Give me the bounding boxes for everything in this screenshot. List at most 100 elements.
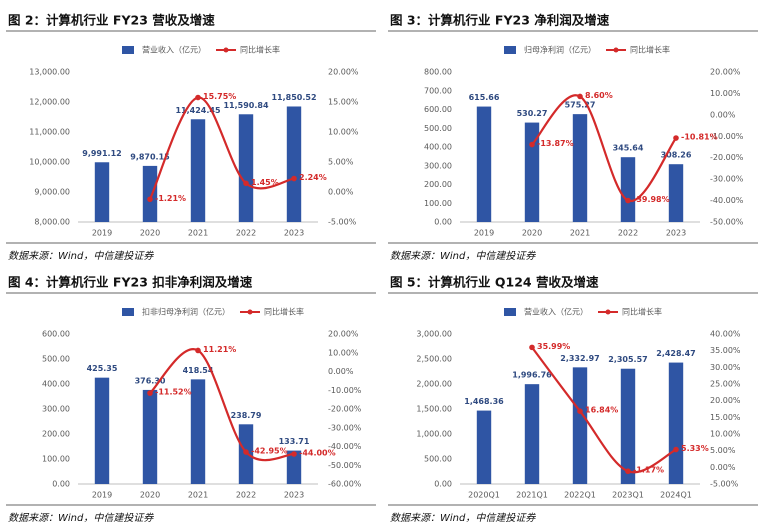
y-tick-label: 500.00 — [424, 455, 452, 464]
growth-point — [147, 196, 153, 203]
growth-point — [577, 93, 583, 100]
chart-title: 图 3：计算机行业 FY23 净利润及增速 — [390, 13, 610, 28]
y2-tick-label: 35.00% — [710, 346, 741, 355]
bar — [286, 450, 302, 484]
bar — [142, 389, 158, 484]
x-tick-label: 2022 — [618, 229, 638, 238]
y-tick-label: 500.00 — [42, 355, 70, 364]
growth-point — [529, 141, 535, 148]
growth-label: -1.21% — [155, 194, 186, 203]
y-tick-label: 2,500.00 — [416, 355, 452, 364]
y2-tick-label: 40.00% — [710, 330, 741, 339]
growth-point — [625, 468, 631, 475]
x-tick-label: 2021 — [570, 229, 590, 238]
x-tick-label: 2023 — [284, 491, 304, 500]
chart-title: 图 4：计算机行业 FY23 扣非净利润及增速 — [8, 275, 253, 290]
legend-swatch — [504, 46, 516, 54]
x-tick-label: 2023 — [284, 229, 304, 238]
bar-label: 9,991.12 — [82, 149, 121, 158]
y2-tick-label: 5.00% — [328, 158, 354, 167]
y2-tick-label: 20.00% — [710, 396, 741, 405]
source: 数据来源：Wind，中信建投证券 — [8, 512, 154, 524]
bar — [668, 362, 684, 484]
bar — [94, 162, 110, 222]
growth-point — [243, 449, 249, 455]
bar — [238, 114, 254, 222]
growth-label: -39.98% — [633, 195, 670, 204]
growth-point — [673, 446, 679, 453]
y2-tick-label: -20.00% — [710, 153, 744, 162]
growth-label: 11.21% — [203, 345, 236, 354]
growth-label: -10.81% — [681, 133, 718, 142]
chart-title: 图 5：计算机行业 Q124 营收及增速 — [390, 275, 599, 290]
x-tick-label: 2021 — [188, 229, 208, 238]
y2-tick-label: -50.00% — [710, 218, 744, 227]
y-tick-label: 0.00 — [434, 480, 452, 489]
y2-tick-label: -10.00% — [710, 132, 744, 141]
y-tick-label: 200.00 — [424, 180, 452, 189]
legend-swatch — [504, 308, 516, 316]
y-tick-label: 12,000.00 — [29, 98, 70, 107]
x-tick-label: 2022Q1 — [564, 491, 596, 500]
bar-label: 530.27 — [517, 109, 548, 118]
y-tick-label: 600.00 — [42, 330, 70, 339]
growth-label: 8.60% — [585, 91, 613, 100]
legend-label: 扣非归母净利润（亿元） — [142, 307, 230, 317]
growth-label: 1.45% — [251, 178, 279, 187]
y2-tick-label: 25.00% — [710, 380, 741, 389]
y2-tick-label: 0.00% — [710, 463, 736, 472]
y2-tick-label: 20.00% — [710, 68, 741, 77]
y-tick-label: 3,000.00 — [416, 330, 452, 339]
x-tick-label: 2020 — [522, 229, 542, 238]
bar-label: 2,428.47 — [656, 349, 695, 358]
bar-label: 1,996.76 — [512, 371, 552, 380]
growth-label: -44.00% — [299, 449, 336, 458]
bar-label: 615.66 — [469, 93, 500, 102]
x-tick-label: 2020 — [140, 229, 160, 238]
bar-label: 238.79 — [231, 411, 262, 420]
y-tick-label: 10,000.00 — [29, 158, 70, 167]
y2-tick-label: 10.00% — [328, 348, 359, 357]
growth-label: 16.84% — [585, 406, 618, 415]
y-tick-label: 500.00 — [424, 124, 452, 133]
growth-label: 5.33% — [681, 444, 709, 453]
growth-label: -13.87% — [537, 139, 574, 148]
bar-label: 11,424.45 — [175, 106, 220, 115]
y2-tick-label: 0.00% — [710, 110, 736, 119]
bar — [668, 164, 684, 222]
y2-tick-label: -40.00% — [328, 442, 362, 451]
x-tick-label: 2019 — [92, 491, 112, 500]
y2-tick-label: 10.00% — [710, 430, 741, 439]
growth-line — [149, 96, 295, 200]
y2-tick-label: 5.00% — [710, 446, 736, 455]
x-tick-label: 2020Q1 — [468, 491, 500, 500]
legend-swatch-dot — [247, 309, 253, 315]
y2-tick-label: 15.00% — [328, 98, 359, 107]
y-tick-label: 2,000.00 — [416, 380, 452, 389]
bar-label: 425.35 — [87, 364, 118, 373]
bar — [286, 106, 302, 222]
legend-swatch-dot — [613, 47, 619, 53]
chart-title: 图 2：计算机行业 FY23 营收及增速 — [8, 13, 215, 28]
growth-point — [147, 390, 153, 396]
bar — [476, 410, 492, 484]
y2-tick-label: -50.00% — [328, 461, 362, 470]
growth-point — [195, 347, 201, 354]
y2-tick-label: 10.00% — [710, 89, 741, 98]
growth-line — [531, 94, 677, 202]
x-tick-label: 2019 — [474, 229, 494, 238]
bar-label: 9,870.15 — [130, 152, 170, 161]
bar — [572, 367, 588, 484]
y2-tick-label: -5.00% — [710, 480, 739, 489]
growth-point — [195, 94, 201, 101]
y-tick-label: 600.00 — [424, 105, 452, 114]
y-tick-label: 1,500.00 — [416, 405, 452, 414]
growth-line — [531, 346, 677, 474]
x-tick-label: 2023Q1 — [612, 491, 644, 500]
growth-point — [625, 197, 631, 204]
bar — [524, 384, 540, 484]
y-tick-label: 1,000.00 — [416, 430, 452, 439]
growth-label: -1.17% — [633, 466, 664, 475]
y-tick-label: 13,000.00 — [29, 68, 70, 77]
legend-swatch-dot — [223, 47, 229, 53]
